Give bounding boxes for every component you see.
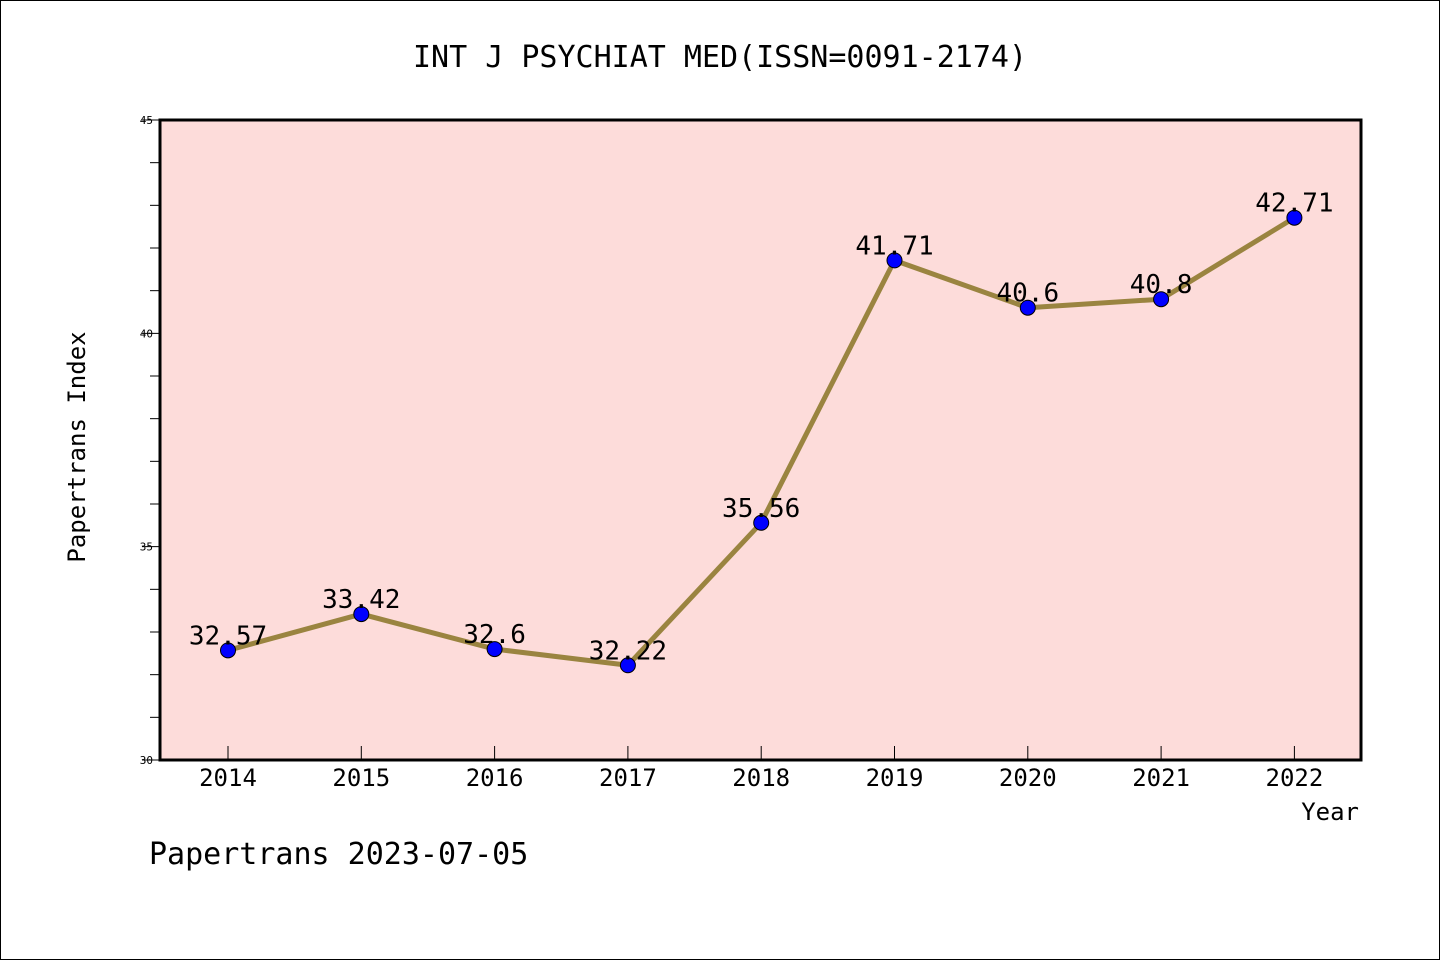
x-tick-label: 2020 <box>999 764 1057 792</box>
y-axis: 30 35 40 45 <box>140 114 160 767</box>
x-tick-label: 2017 <box>599 764 657 792</box>
data-label: 33.42 <box>322 585 400 615</box>
chart-title: INT J PSYCHIAT MED(ISSN=0091-2174) <box>413 40 1027 75</box>
data-label: 40.8 <box>1130 270 1193 300</box>
data-point <box>1153 291 1170 308</box>
x-tick-label: 2019 <box>866 764 924 792</box>
x-tick-label: 2016 <box>466 764 524 792</box>
data-point <box>220 642 236 659</box>
x-tick-label: 2021 <box>1132 764 1190 792</box>
data-label: 42.71 <box>1255 189 1333 219</box>
data-labels-group: 32.57 33.42 32.6 32.22 35.56 41.71 40.6 40.8 42.… <box>189 189 1334 667</box>
data-label: 35.56 <box>722 494 800 524</box>
series-group <box>220 209 1303 674</box>
data-point <box>619 657 636 674</box>
data-label: 41.71 <box>855 231 933 261</box>
x-tick-label: 2022 <box>1266 764 1324 792</box>
data-label: 32.57 <box>189 621 267 651</box>
y-tick-label: 35 <box>140 541 153 554</box>
y-axis-title: Papertrans Index <box>63 331 91 562</box>
plot-area <box>158 118 1363 762</box>
y-tick-label: 40 <box>140 327 153 340</box>
footer-credit: Papertrans 2023-07-05 <box>149 837 528 872</box>
x-tick-label: 2014 <box>199 764 257 792</box>
data-point <box>753 514 770 531</box>
data-point <box>1286 209 1303 226</box>
x-tick-label: 2015 <box>332 764 390 792</box>
data-point <box>1019 299 1036 316</box>
data-label: 32.6 <box>463 620 526 650</box>
x-axis: 2014 2015 2016 2017 2018 2019 2020 2021 2022 <box>199 746 1323 792</box>
y-tick-label: 30 <box>140 754 153 767</box>
data-point <box>886 252 903 269</box>
x-axis-title: Year <box>1301 798 1359 826</box>
data-label: 40.6 <box>996 279 1059 309</box>
y-tick-label: 45 <box>140 114 153 127</box>
data-point <box>486 641 503 658</box>
data-point <box>353 606 370 623</box>
x-tick-label: 2018 <box>732 764 790 792</box>
data-label: 32.22 <box>589 636 667 666</box>
